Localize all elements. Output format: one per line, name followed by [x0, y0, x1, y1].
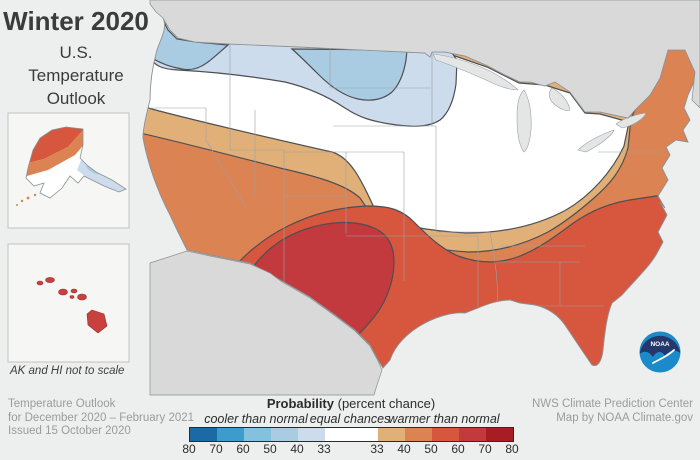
legend-tick: 70	[209, 442, 223, 456]
legend-tick: 33	[370, 442, 384, 456]
legend-title: Probability (percent chance)	[189, 396, 513, 411]
legend-tick: 33	[317, 442, 331, 456]
noaa-logo: NOAA	[639, 331, 681, 373]
page-title: Winter 2020	[3, 6, 149, 36]
us-coastline	[142, 17, 696, 369]
legend-segment	[217, 428, 244, 441]
legend-tick: 40	[290, 442, 304, 456]
legend-tick: 70	[478, 442, 492, 456]
title-block: Winter 2020 U.S. Temperature Outlook	[0, 6, 152, 110]
legend-title-rest: (percent chance)	[334, 396, 436, 411]
noaa-logo-text: NOAA	[650, 341, 669, 348]
alaska-outline	[25, 126, 127, 199]
legend-segment	[325, 428, 378, 441]
legend-tick: 60	[236, 442, 250, 456]
hawaii-inset	[7, 243, 130, 363]
legend-label-equal: equal chances	[309, 412, 391, 426]
legend-tick: 80	[182, 442, 196, 456]
band-cool-40-50-lobe	[290, 48, 408, 101]
legend-tick: 80	[505, 442, 519, 456]
legend-color-bar	[189, 427, 514, 442]
great-lakes	[432, 53, 647, 153]
legend-category-labels: cooler than normal equal chances warmer …	[189, 412, 513, 426]
source-credit: NWS Climate Prediction Center Map by NOA…	[532, 398, 693, 425]
subtitle-line-2: Temperature	[28, 66, 124, 85]
issuance-credit: Temperature Outlook for December 2020 – …	[8, 398, 194, 439]
legend-segment	[298, 428, 325, 441]
legend-tick: 50	[263, 442, 277, 456]
legend-segment	[459, 428, 486, 441]
legend-segment	[244, 428, 271, 441]
band-cool-40-50-washington	[151, 18, 230, 71]
legend-tick: 60	[451, 442, 465, 456]
source-line-1: NWS Climate Prediction Center	[531, 398, 693, 410]
credit-line-2: for December 2020 – February 2021	[8, 411, 195, 424]
credit-line-3: Issued 15 October 2020	[8, 425, 131, 437]
inset-scale-note: AK and HI not to scale	[10, 365, 125, 377]
source-line-2: Map by NOAA Climate.gov	[556, 411, 693, 424]
legend-title-bold: Probability	[266, 396, 334, 411]
legend-segment	[271, 428, 298, 441]
canada-landmass	[149, 0, 700, 119]
hawaii-islands	[36, 277, 108, 334]
legend-segment	[486, 428, 513, 441]
legend-segment	[432, 428, 459, 441]
noaa-gull-icon	[652, 349, 675, 364]
aleutian-islands	[16, 193, 37, 206]
alaska-inset	[7, 112, 130, 229]
state-borders	[148, 45, 662, 313]
mexico-landmass	[149, 250, 383, 396]
legend-tick: 50	[424, 442, 438, 456]
legend-label-cooler: cooler than normal	[204, 412, 308, 426]
legend-segment	[378, 428, 405, 441]
subtitle-line-3: Outlook	[46, 89, 106, 108]
legend-segment	[405, 428, 432, 441]
legend-label-warmer: warmer than normal	[388, 412, 500, 426]
legend-tick: 40	[397, 442, 411, 456]
subtitle-line-1: U.S.	[59, 43, 93, 62]
legend-segment	[190, 428, 217, 441]
credit-line-1: Temperature Outlook	[8, 398, 116, 410]
